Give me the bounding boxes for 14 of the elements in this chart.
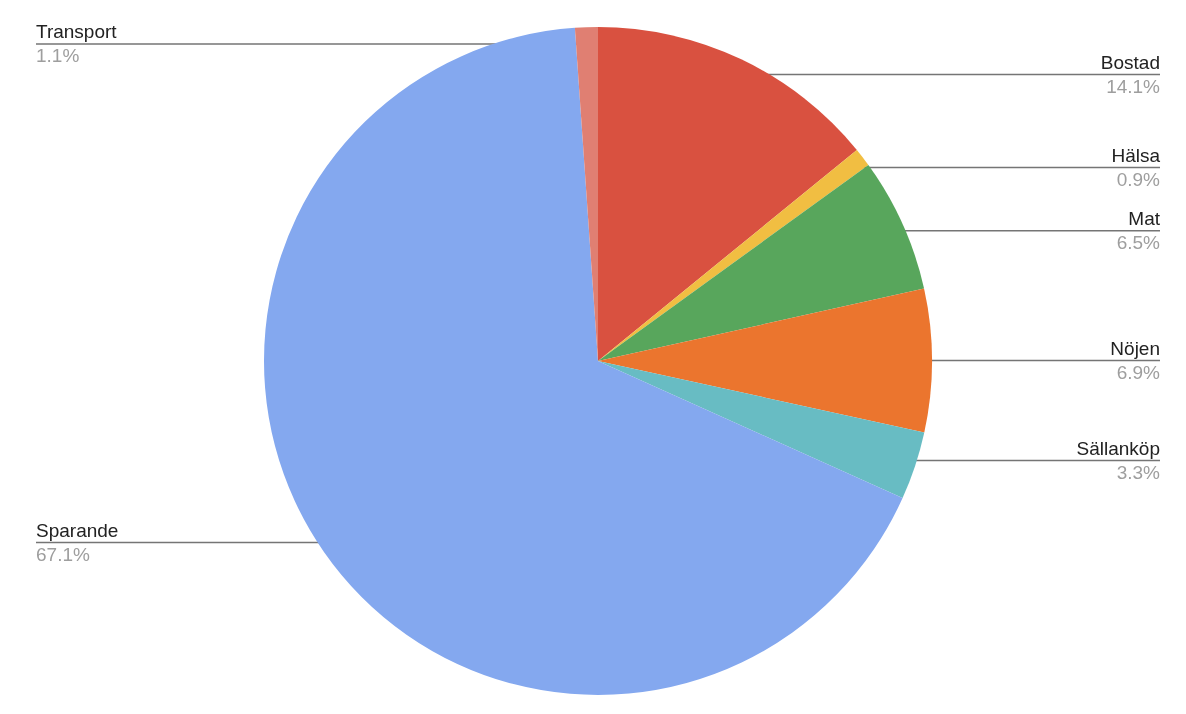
slice-label: Hälsa	[1111, 145, 1161, 167]
slice-label: Sällanköp	[1076, 438, 1160, 460]
data-label: 6.9%	[1116, 362, 1161, 383]
slice-label: Transport	[36, 21, 118, 43]
slice-label: Mat	[1128, 208, 1161, 230]
data-label: 6.5%	[1116, 232, 1161, 254]
slice-label: Sparande	[36, 519, 119, 541]
data-label: 67.1%	[36, 543, 90, 565]
slice-label: Bostad	[1100, 51, 1160, 73]
slice-label: Nöjen	[1110, 338, 1160, 359]
data-label: 1.1%	[36, 45, 80, 67]
data-label: 3.3%	[1116, 462, 1161, 484]
data-label: 0.9%	[1116, 169, 1161, 191]
data-label: 14.1%	[1106, 75, 1161, 97]
